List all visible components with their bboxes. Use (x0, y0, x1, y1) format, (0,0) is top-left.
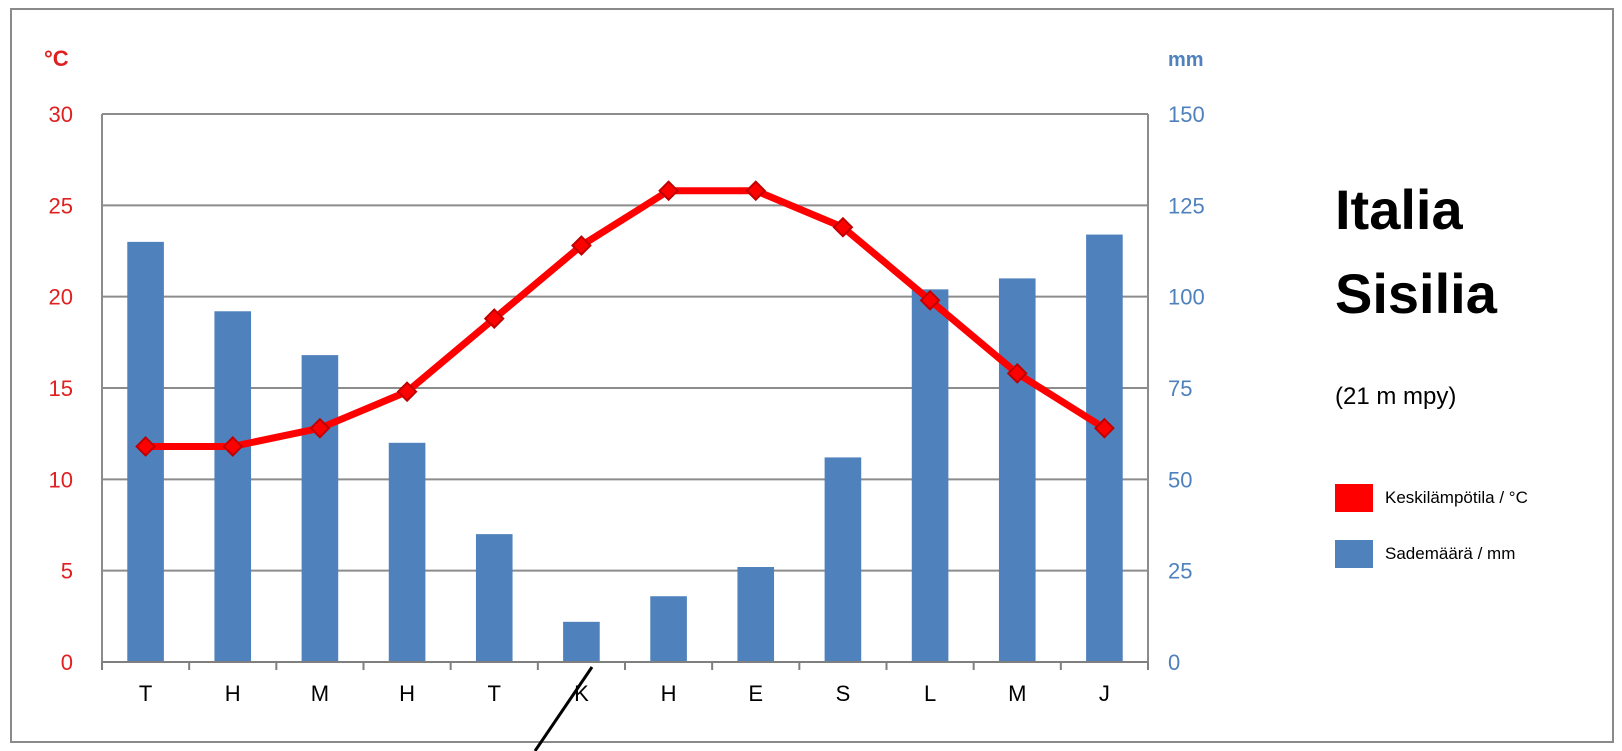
precipitation-bar (650, 596, 687, 662)
x-tick-label: E (748, 681, 763, 706)
grid-lines (102, 113, 1148, 572)
right-tick-label: 125 (1168, 193, 1205, 218)
temperature-point (832, 216, 854, 238)
legend-label-precipitation: Sademäärä / mm (1385, 544, 1516, 563)
left-tick-label: 10 (49, 467, 73, 492)
temperature-point (1094, 417, 1115, 439)
temperature-point (1006, 362, 1028, 384)
temperature-point (222, 436, 244, 457)
left-tick-label: 30 (49, 102, 73, 127)
chart-frame (10, 8, 1614, 743)
legend-label-temperature: Keskilämpötila / °C (1385, 488, 1528, 507)
precipitation-bar (563, 621, 600, 662)
right-tick-label: 50 (1168, 467, 1192, 492)
x-tick-label: J (1099, 681, 1110, 706)
left-tick-label: 0 (61, 650, 73, 675)
temperature-point (919, 289, 941, 311)
axes (101, 114, 1149, 670)
x-tick-label: T (139, 681, 152, 706)
temperature-point (658, 180, 679, 202)
left-tick-label: 20 (49, 285, 73, 310)
right-tick-label: 25 (1168, 559, 1192, 584)
precipitation-bars (127, 234, 1123, 662)
precipitation-bar (214, 311, 252, 662)
legend-item-precipitation: Sademäärä / mm (1335, 539, 1515, 569)
right-axis-label: mm (1168, 49, 1204, 71)
precipitation-bar (475, 534, 513, 662)
precipitation-bar (301, 355, 339, 662)
temperature-line (135, 180, 1115, 457)
x-tick-label: L (924, 681, 936, 706)
temperature-series-line (142, 187, 1108, 450)
right-tick-label: 150 (1168, 102, 1205, 127)
x-tick-label: M (1008, 681, 1026, 706)
temperature-point (396, 381, 418, 403)
chart-subtitle: (21 m mpy) (1335, 383, 1457, 410)
left-tick-label: 15 (49, 376, 73, 401)
precipitation-bar (388, 442, 426, 662)
precipitation-bar (911, 289, 949, 662)
legend-item-temperature: Keskilämpötila / °C (1335, 483, 1528, 513)
x-tick-label: H (399, 681, 415, 706)
x-tick-label: H (661, 681, 677, 706)
x-tick-label: H (225, 681, 241, 706)
legend-swatch-precipitation (1335, 540, 1373, 568)
precipitation-bar (998, 278, 1036, 662)
chart-title-region: Sisilia (1335, 262, 1497, 325)
chart-title-country: Italia (1335, 178, 1463, 241)
x-tick-label: M (311, 681, 329, 706)
precipitation-bar (824, 457, 862, 662)
x-tick-label: T (488, 681, 501, 706)
temperature-point (571, 235, 592, 256)
left-tick-label: 25 (49, 193, 73, 218)
precipitation-bar (737, 567, 775, 662)
right-tick-label: 75 (1168, 376, 1192, 401)
temperature-point (483, 308, 505, 330)
annotation-line (533, 666, 594, 751)
temperature-point (135, 436, 156, 457)
legend-swatch-temperature (1335, 484, 1373, 512)
precipitation-bar (1086, 234, 1123, 662)
right-tick-label: 0 (1168, 650, 1180, 675)
temperature-point (745, 180, 767, 202)
x-tick-label: S (836, 681, 851, 706)
left-tick-label: 5 (61, 559, 73, 584)
temperature-point (309, 417, 331, 439)
right-tick-label: 100 (1168, 285, 1205, 310)
left-axis-label: °C (44, 46, 69, 71)
